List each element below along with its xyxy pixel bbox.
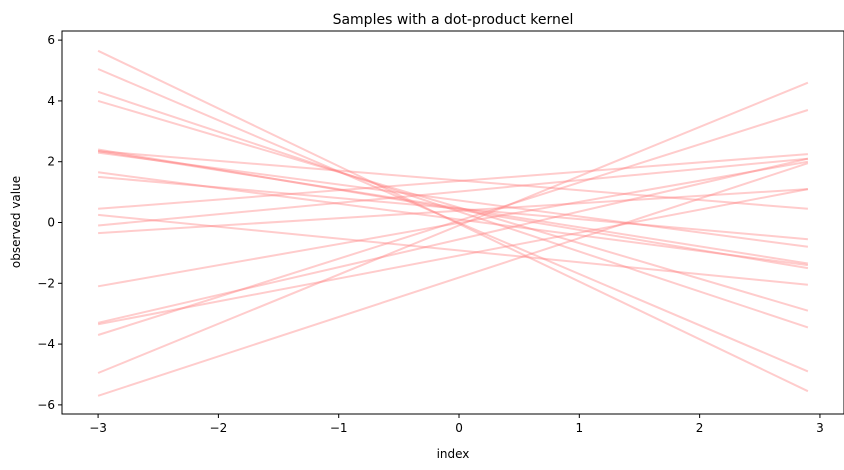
y-tick-label: −6 (37, 398, 55, 412)
series-line-6 (97, 150, 809, 265)
x-tick-label: −3 (89, 421, 107, 435)
y-tick-label: 2 (47, 155, 55, 169)
y-tick-label: 0 (47, 216, 55, 230)
x-axis: −3 −2 −1 0 1 2 3 (89, 414, 824, 435)
y-tick-label: 6 (47, 33, 55, 47)
series-line-14 (97, 160, 809, 288)
series-line-16 (97, 188, 809, 326)
series-line-2 (97, 68, 809, 373)
x-tick-label: 0 (455, 421, 463, 435)
x-tick-label: 2 (696, 421, 704, 435)
y-tick-label: −2 (37, 276, 55, 290)
series-line-10 (98, 213, 808, 286)
y-axis: −6 −4 −2 0 2 4 6 (37, 33, 62, 412)
series-lines (97, 49, 809, 397)
y-axis-label: observed value (9, 176, 23, 268)
x-tick-label: 3 (816, 421, 824, 435)
x-axis-label: index (437, 447, 470, 461)
y-tick-label: −4 (37, 337, 55, 351)
series-line-13 (98, 188, 808, 235)
series-line-4 (97, 99, 809, 312)
series-line-7 (97, 151, 809, 248)
x-tick-label: −1 (330, 421, 348, 435)
series-line-5 (97, 148, 809, 270)
series-line-19 (97, 162, 809, 397)
series-line-18 (97, 81, 809, 374)
series-line-17 (97, 109, 809, 336)
chart-title: Samples with a dot-product kernel (333, 12, 574, 28)
series-line-11 (98, 153, 808, 210)
y-tick-label: 4 (47, 94, 55, 108)
x-tick-label: −2 (210, 421, 228, 435)
series-line-1 (97, 49, 809, 393)
series-line-8 (97, 171, 809, 267)
series-line-3 (97, 90, 809, 329)
x-tick-label: 1 (576, 421, 584, 435)
series-line-9 (98, 175, 808, 241)
series-line-12 (98, 157, 808, 227)
series-line-20 (98, 150, 808, 210)
series-line-15 (97, 157, 809, 324)
